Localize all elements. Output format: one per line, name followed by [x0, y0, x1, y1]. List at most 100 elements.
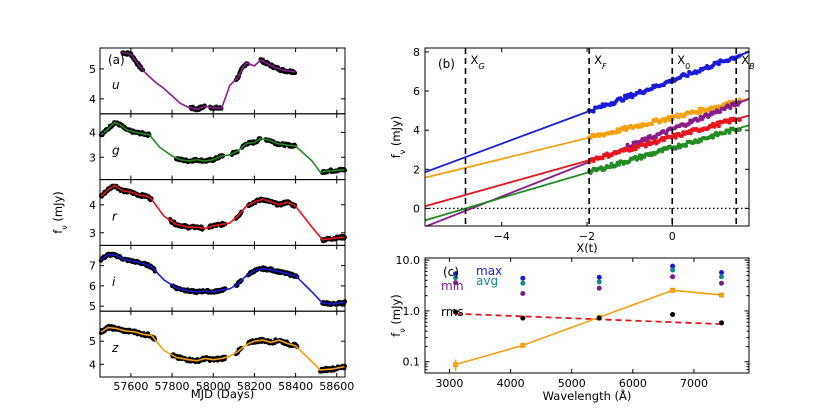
avg-point [520, 280, 526, 286]
marker-label-0: X0 [677, 53, 690, 71]
x-tick-label: −4 [494, 230, 510, 243]
legend-min: min [441, 279, 464, 293]
y-tick-label: 0.1 [403, 356, 421, 369]
max-point [453, 271, 459, 277]
points-r [98, 183, 347, 244]
plot-area-b [425, 48, 749, 226]
subpanel-frame [99, 310, 346, 378]
x-tick-label: 58000 [196, 380, 231, 393]
y-axis-label: fν (mJy) [389, 294, 407, 337]
data-point-u [737, 100, 742, 105]
rms-point [596, 315, 602, 321]
data-point-i [621, 98, 626, 103]
y-tick-label: 0 [413, 202, 420, 215]
y-axis-label-sub: ν [398, 328, 407, 333]
data-cluster-g [587, 126, 742, 175]
data-point-u [697, 117, 702, 122]
x-tick-label: 58400 [278, 380, 313, 393]
x-tick-label: 3000 [435, 377, 463, 390]
y-axis-label: fν (mJy) [389, 116, 407, 159]
marker-label-sub: B [749, 62, 755, 71]
data-point-z [699, 110, 703, 115]
y-axis-label: fν (mJy) [51, 191, 69, 234]
data-point-r [600, 156, 605, 161]
data-point-r [605, 151, 609, 156]
y-tick-label: 3 [89, 227, 96, 240]
y-tick-label: 3 [89, 151, 96, 164]
variable-flux-point [670, 287, 676, 293]
data-point-r [716, 124, 721, 129]
data-point-g [684, 143, 689, 148]
y-tick-label: 5 [89, 335, 96, 348]
avg-point [596, 279, 602, 285]
data-point-i [599, 105, 604, 110]
data-point-i [685, 74, 690, 78]
subpanel-i: 5 6 7 i [89, 244, 347, 313]
x-tick-label: −2 [579, 230, 595, 243]
model-line-i [100, 253, 346, 305]
y-tick-label: 4 [89, 199, 96, 212]
data-point-z [697, 106, 702, 111]
y-tick-label: 4 [89, 93, 96, 106]
marker-label-sub: 0 [685, 62, 690, 71]
y-axis-label-sub: ν [398, 149, 407, 154]
min-point [453, 280, 459, 286]
points-g [98, 120, 347, 175]
data-point-i [591, 109, 596, 114]
model-line-u [121, 51, 296, 111]
x-axis-label: Wavelength (Å) [543, 388, 632, 403]
band-label: r [112, 209, 118, 223]
y-tick-label: 4 [89, 358, 96, 371]
subpanel-frame [99, 179, 346, 246]
max-point [670, 263, 676, 269]
data-point-r [631, 144, 636, 149]
data-point-z [614, 130, 618, 135]
y-tick-label: 4 [413, 124, 420, 137]
x-axis-label: X(t) [576, 241, 597, 255]
subpanel-r: 3 4 r [89, 179, 347, 246]
x-tick-label: 58200 [237, 380, 272, 393]
y-tick-label: 7 [89, 260, 96, 273]
frame-c [424, 257, 750, 374]
data-point-u [728, 106, 733, 110]
data-point-i [628, 91, 633, 96]
data-point-i [624, 96, 629, 100]
subpanel-frame [99, 113, 346, 181]
points-i [98, 251, 347, 307]
rms-point [453, 309, 459, 315]
data-point-g [737, 127, 742, 132]
x-tick-label: 57600 [113, 380, 148, 393]
data-point-r [727, 120, 732, 125]
y-tick-label: 5 [89, 63, 96, 76]
rms-fit-line [455, 312, 722, 326]
rms-point [520, 315, 526, 321]
y-tick-label: 1.0 [403, 305, 421, 318]
panel-a: 4 5 u 3 4 g 3 4 r 5 6 7 i 4 5 57600 57800 58000 58200 58400… [51, 47, 354, 401]
y-tick-label: 10.0 [396, 254, 421, 267]
subpanel-g: 3 4 g [89, 113, 347, 181]
data-cluster-i [587, 53, 742, 114]
y-tick-label: 5 [89, 300, 96, 313]
points-z [98, 323, 347, 374]
data-point-r [688, 131, 693, 136]
legend-rms: rms [441, 305, 464, 319]
model-line-z [100, 326, 346, 371]
marker-label-sub: G [478, 62, 484, 71]
x-tick-label: 5000 [558, 377, 586, 390]
data-point-u [718, 110, 722, 114]
data-point-z [649, 122, 654, 126]
subpanel-z: 4 5 57600 57800 58000 58200 58400 58600 z [89, 310, 354, 393]
data-point-r [645, 142, 650, 147]
subpanel-frame [99, 244, 346, 312]
x-tick-label: 0 [669, 230, 676, 243]
x-tick-label: 58600 [319, 380, 354, 393]
panel-c: 0.1 1.0 10.0 3000 4000 5000 6000 7000 (c) maxavgm… [389, 254, 750, 403]
model-line-r [100, 184, 346, 241]
legend-avg: avg [476, 274, 498, 288]
data-point-r [630, 148, 635, 152]
band-label: g [112, 144, 120, 158]
data-point-z [622, 124, 627, 129]
subpanel-u: 4 5 u [89, 47, 346, 115]
panel-label: (a) [108, 53, 125, 67]
panel-label: (c) [443, 265, 459, 279]
